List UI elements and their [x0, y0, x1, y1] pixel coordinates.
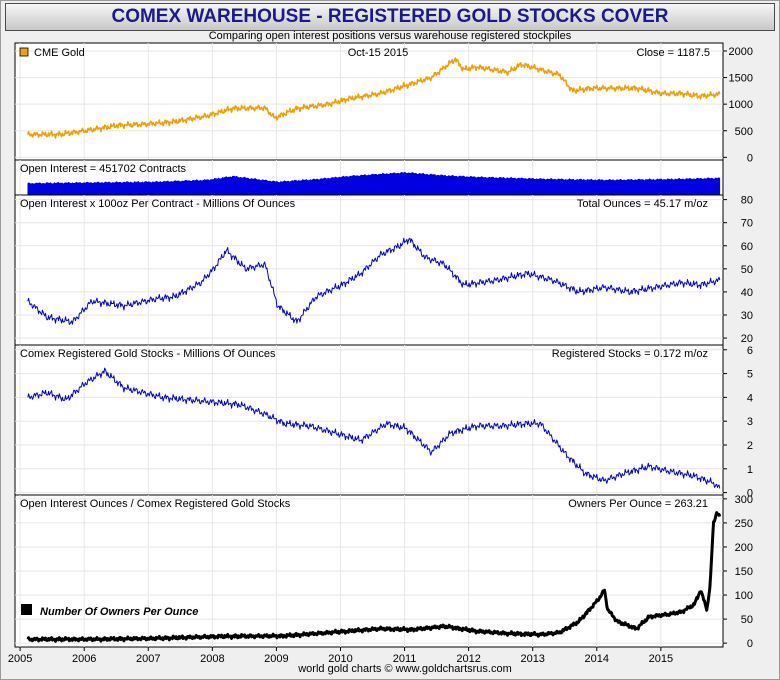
y-tick-label: 1 [747, 464, 753, 476]
gold-date-label: Oct-15 2015 [348, 47, 409, 59]
y-tick-label: 300 [735, 494, 753, 506]
x-tick-label: 2006 [72, 653, 96, 665]
x-tick-label: 2009 [264, 653, 288, 665]
y-tick-label: 500 [735, 126, 753, 138]
owners-legend-swatch [21, 604, 32, 615]
y-tick-label: 0 [747, 488, 753, 500]
x-tick-label: 2007 [136, 653, 160, 665]
y-tick-label: 5 [747, 369, 753, 381]
y-tick-label: 50 [741, 614, 753, 626]
owners-series-line [26, 511, 722, 643]
open-interest-area [27, 171, 721, 196]
gold-legend-label: CME Gold [34, 47, 85, 59]
chart-title: COMEX WAREHOUSE - REGISTERED GOLD STOCKS… [111, 6, 669, 27]
chart-subtitle: Comparing open interest positions versus… [208, 30, 572, 42]
x-tick-label: 2008 [200, 653, 224, 665]
y-tick-label: 3 [747, 416, 753, 428]
y-tick-label: 100 [735, 590, 753, 602]
panel-gold-plot-area [14, 42, 724, 161]
y-tick-label: 20 [741, 333, 753, 345]
y-tick-label: 50 [741, 264, 753, 276]
ounces-panel-label: Open Interest x 100oz Per Contract - Mil… [20, 198, 296, 210]
x-tick-label: 2005 [8, 653, 32, 665]
y-tick-label: 200 [735, 542, 753, 554]
panel-ounces-plot-area [14, 194, 724, 346]
x-tick-label: 2011 [393, 653, 417, 665]
registered-series-line [27, 367, 721, 489]
gold-legend-swatch [19, 47, 29, 57]
panel-ounces: 20 30 40 50 60 70 80 Open Interest x 100oz Per … [14, 194, 753, 346]
registered-value-label: Registered Stocks = 0.172 m/oz [552, 348, 708, 360]
y-tick-label: 1000 [729, 99, 753, 111]
gold-close-label: Close = 1187.5 [637, 47, 711, 59]
y-tick-label: 80 [741, 195, 753, 207]
open_interest-panel-label: Open Interest = 451702 Contracts [20, 163, 187, 175]
y-tick-label: 60 [741, 241, 753, 253]
x-tick-label: 2014 [585, 653, 609, 665]
panel-registered: 0 1 2 3 4 5 6 Comex Registered Gold Stocks - Mi… [14, 344, 753, 500]
owners-legend-label: Number Of Owners Per Ounce [40, 606, 198, 618]
owners-value-label: Owners Per Ounce = 263.21 [568, 498, 708, 510]
panel-registered-plot-area [14, 344, 724, 496]
footer-credit: world gold charts © www.goldchartsrus.co… [297, 663, 512, 675]
y-tick-label: 2000 [729, 46, 753, 58]
title-bar: COMEX WAREHOUSE - REGISTERED GOLD STOCKS… [5, 3, 775, 31]
ounces-series-line [27, 237, 721, 325]
registered-panel-label: Comex Registered Gold Stocks - Millions … [20, 348, 276, 360]
y-tick-label: 4 [747, 392, 753, 404]
x-tick-label: 2013 [520, 653, 544, 665]
y-tick-label: 2 [747, 440, 753, 452]
ounces-value-label: Total Ounces = 45.17 m/oz [577, 198, 708, 210]
panel-owners: 0 50 100 150 200 250 300 Open Interest Ounces /… [14, 494, 753, 650]
y-tick-label: 150 [735, 566, 753, 578]
y-tick-label: 250 [735, 518, 753, 530]
y-tick-label: 30 [741, 310, 753, 322]
panel-open_interest: Open Interest = 451702 Contracts [14, 159, 724, 196]
y-tick-label: 1500 [729, 73, 753, 85]
gold-series-line [27, 57, 721, 139]
owners-panel-label: Open Interest Ounces / Comex Registered … [20, 498, 291, 510]
y-tick-label: 6 [747, 345, 753, 357]
x-tick-label: 2010 [328, 653, 352, 665]
x-tick-label: 2012 [456, 653, 480, 665]
y-tick-label: 70 [741, 218, 753, 230]
y-tick-label: 0 [747, 638, 753, 650]
panel-gold: 0 500 1000 1500 2000 CME Gold Oct-15 2015 Close… [14, 42, 753, 164]
y-tick-label: 0 [747, 152, 753, 164]
y-tick-label: 40 [741, 287, 753, 299]
x-tick-label: 2015 [649, 653, 673, 665]
